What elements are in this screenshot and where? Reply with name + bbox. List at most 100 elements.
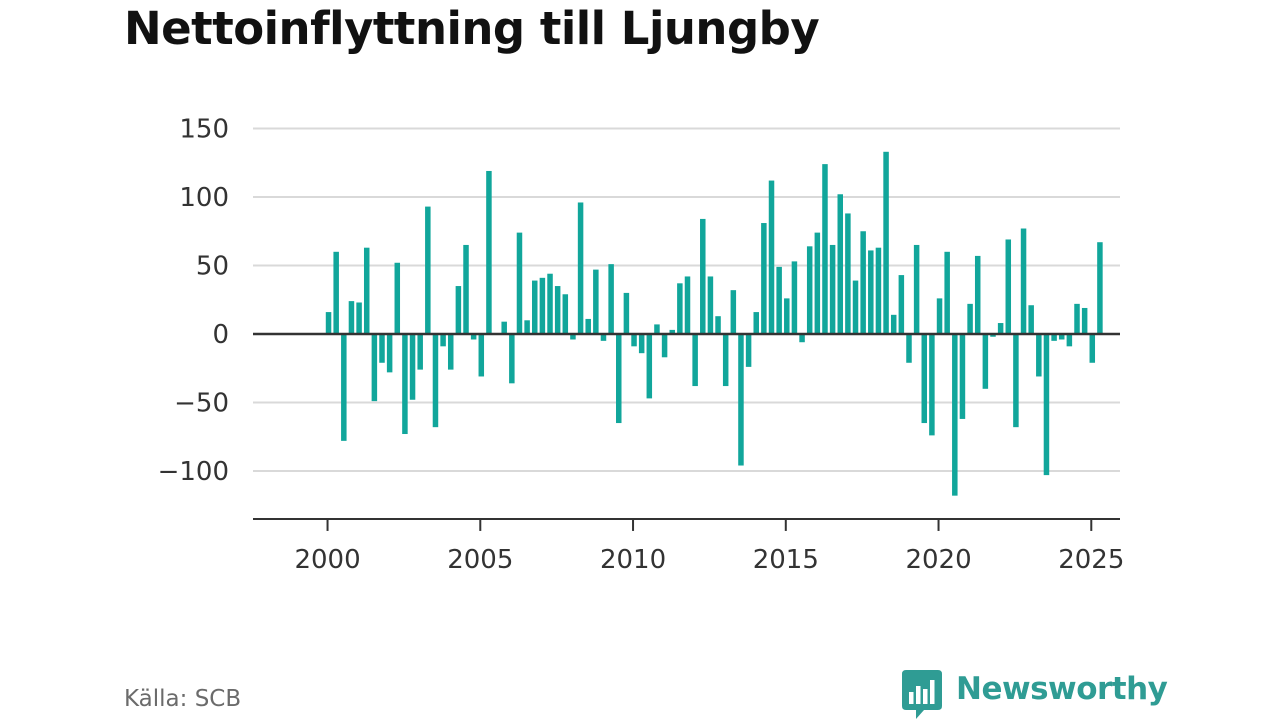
logo-bar-1 [909, 692, 914, 704]
bar [440, 334, 446, 347]
bar [570, 334, 576, 340]
bar [898, 275, 905, 334]
bar [1066, 334, 1073, 347]
bar [990, 334, 996, 337]
bar [959, 334, 966, 419]
y-tick-label: 0 [212, 320, 229, 350]
bar [608, 264, 614, 334]
bar [967, 303, 973, 334]
y-tick-label: −50 [174, 389, 229, 419]
bar [386, 334, 393, 373]
logo-bar-4 [930, 680, 935, 704]
logo-text: Newsworthy [956, 671, 1168, 707]
x-tick-label: 2025 [1058, 545, 1124, 575]
bar [890, 314, 897, 334]
bar [623, 292, 630, 334]
bar-chart: 150 100 50 0 −50 −100 2000 2005 2010 2015 2020 2025 [158, 115, 1125, 576]
bar [425, 206, 431, 334]
x-tick-label: 2010 [600, 545, 666, 575]
bar [974, 255, 981, 334]
bar [952, 334, 958, 496]
bar [829, 244, 836, 334]
bar [715, 316, 721, 334]
bar [700, 218, 706, 334]
bar [837, 194, 843, 334]
bar [799, 334, 805, 343]
bar [616, 334, 622, 424]
bar [478, 334, 485, 377]
source-note: Källa: SCB [124, 686, 242, 712]
bar [982, 334, 989, 389]
bar [738, 334, 744, 466]
bar [784, 298, 790, 334]
x-tick-label: 2005 [447, 545, 513, 575]
bar [363, 247, 370, 334]
bars [325, 151, 1103, 496]
bar [677, 283, 683, 334]
y-tick-label: 150 [179, 115, 229, 145]
axes [253, 332, 1120, 531]
bar [371, 334, 378, 402]
bar [516, 232, 523, 334]
logo-speech-bubble [902, 670, 942, 719]
bar [875, 247, 882, 334]
bar [936, 298, 943, 334]
bar [997, 323, 1004, 334]
bar [470, 334, 477, 340]
bar [860, 231, 866, 334]
bar [532, 280, 538, 334]
bar [554, 286, 561, 334]
bar [325, 312, 332, 334]
y-tick-label: 100 [179, 183, 229, 213]
tick-labels: 150 100 50 0 −50 −100 2000 2005 2010 2015 2020 2025 [158, 115, 1125, 576]
bar [921, 334, 928, 424]
bar [486, 170, 492, 334]
bar [1074, 303, 1080, 334]
bar [913, 244, 920, 334]
bar [669, 329, 675, 334]
bar [577, 202, 584, 334]
bar [661, 334, 668, 358]
bar [768, 180, 775, 334]
bar [1020, 228, 1027, 334]
bar [447, 334, 454, 370]
bar [501, 321, 507, 334]
bar [1097, 242, 1103, 334]
bar [333, 251, 339, 334]
bar [646, 334, 653, 399]
bar [1005, 239, 1012, 334]
bar [806, 246, 813, 334]
bar [463, 244, 469, 334]
bar [1058, 334, 1065, 340]
bar [455, 286, 462, 334]
bar [341, 334, 347, 441]
logo-bar-2 [916, 686, 921, 704]
bar [822, 164, 828, 334]
newsworthy-logo: Newsworthy [902, 670, 1168, 720]
bar [539, 277, 546, 334]
bar [638, 334, 645, 354]
y-tick-label: −100 [158, 457, 229, 487]
bar [814, 232, 821, 334]
bar [868, 250, 874, 334]
bar [883, 151, 889, 334]
bar [776, 266, 782, 334]
bar [722, 334, 729, 387]
bar [852, 280, 859, 334]
bar [1036, 334, 1042, 377]
bar [593, 269, 599, 334]
bar [562, 294, 569, 334]
bar [944, 251, 950, 334]
bar [1043, 334, 1050, 476]
bar [845, 213, 851, 334]
bar [600, 334, 607, 341]
bar [707, 276, 714, 334]
x-tick-label: 2000 [294, 545, 360, 575]
bar [1013, 334, 1019, 428]
bar [509, 334, 515, 384]
bar [654, 324, 660, 334]
chart-title: Nettoinflyttning till Ljungby [124, 2, 820, 55]
bar [1089, 334, 1096, 363]
bar [394, 262, 401, 334]
bar [524, 320, 530, 334]
